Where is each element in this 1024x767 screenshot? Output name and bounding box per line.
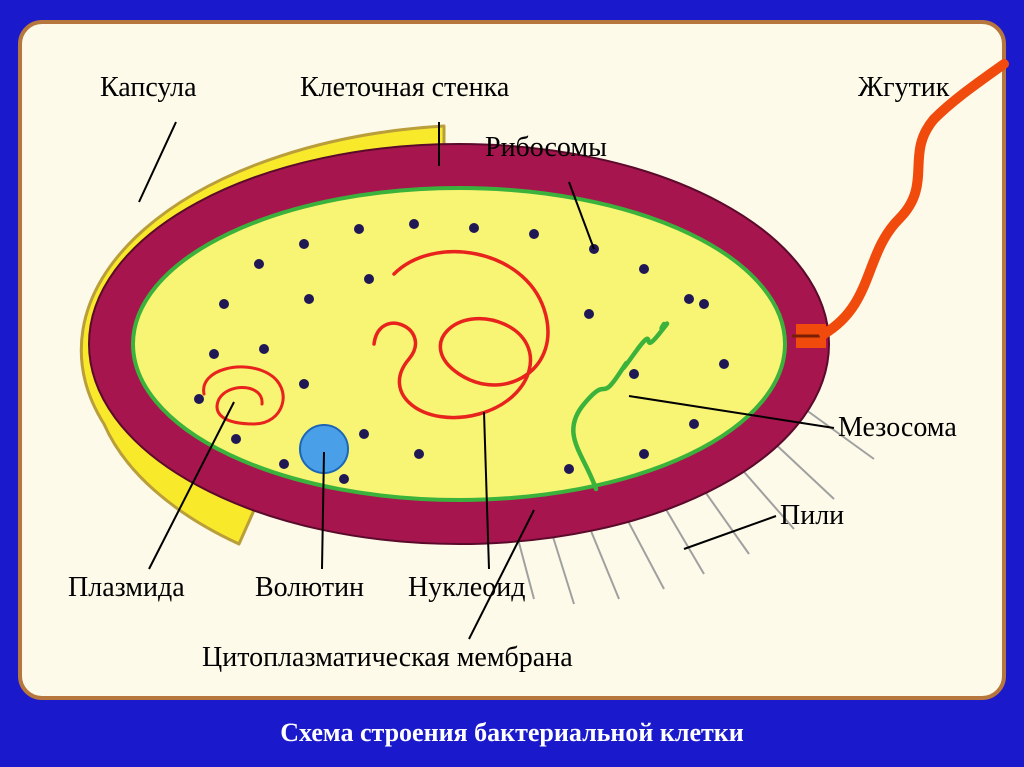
label-membrane: Цитоплазматическая мембрана xyxy=(202,642,573,674)
label-pili: Пили xyxy=(780,500,844,532)
diagram-caption: Схема строения бактериальной клетки xyxy=(0,718,1024,748)
label-nucleoid: Нуклеоид xyxy=(408,572,525,604)
label-ribosomes: Рибосомы xyxy=(485,132,607,164)
label-plasmid: Плазмида xyxy=(68,572,185,604)
label-flagellum: Жгутик xyxy=(858,72,949,104)
flagellum-shape xyxy=(824,64,1004,334)
label-mesosome: Мезосома xyxy=(838,412,957,444)
label-volutin: Волютин xyxy=(255,572,364,604)
label-cellwall: Клеточная стенка xyxy=(300,72,509,104)
diagram-frame: Капсула Клеточная стенка Рибосомы Жгутик Мез… xyxy=(0,0,1024,767)
cell-body xyxy=(89,144,829,544)
label-capsule: Капсула xyxy=(100,72,197,104)
